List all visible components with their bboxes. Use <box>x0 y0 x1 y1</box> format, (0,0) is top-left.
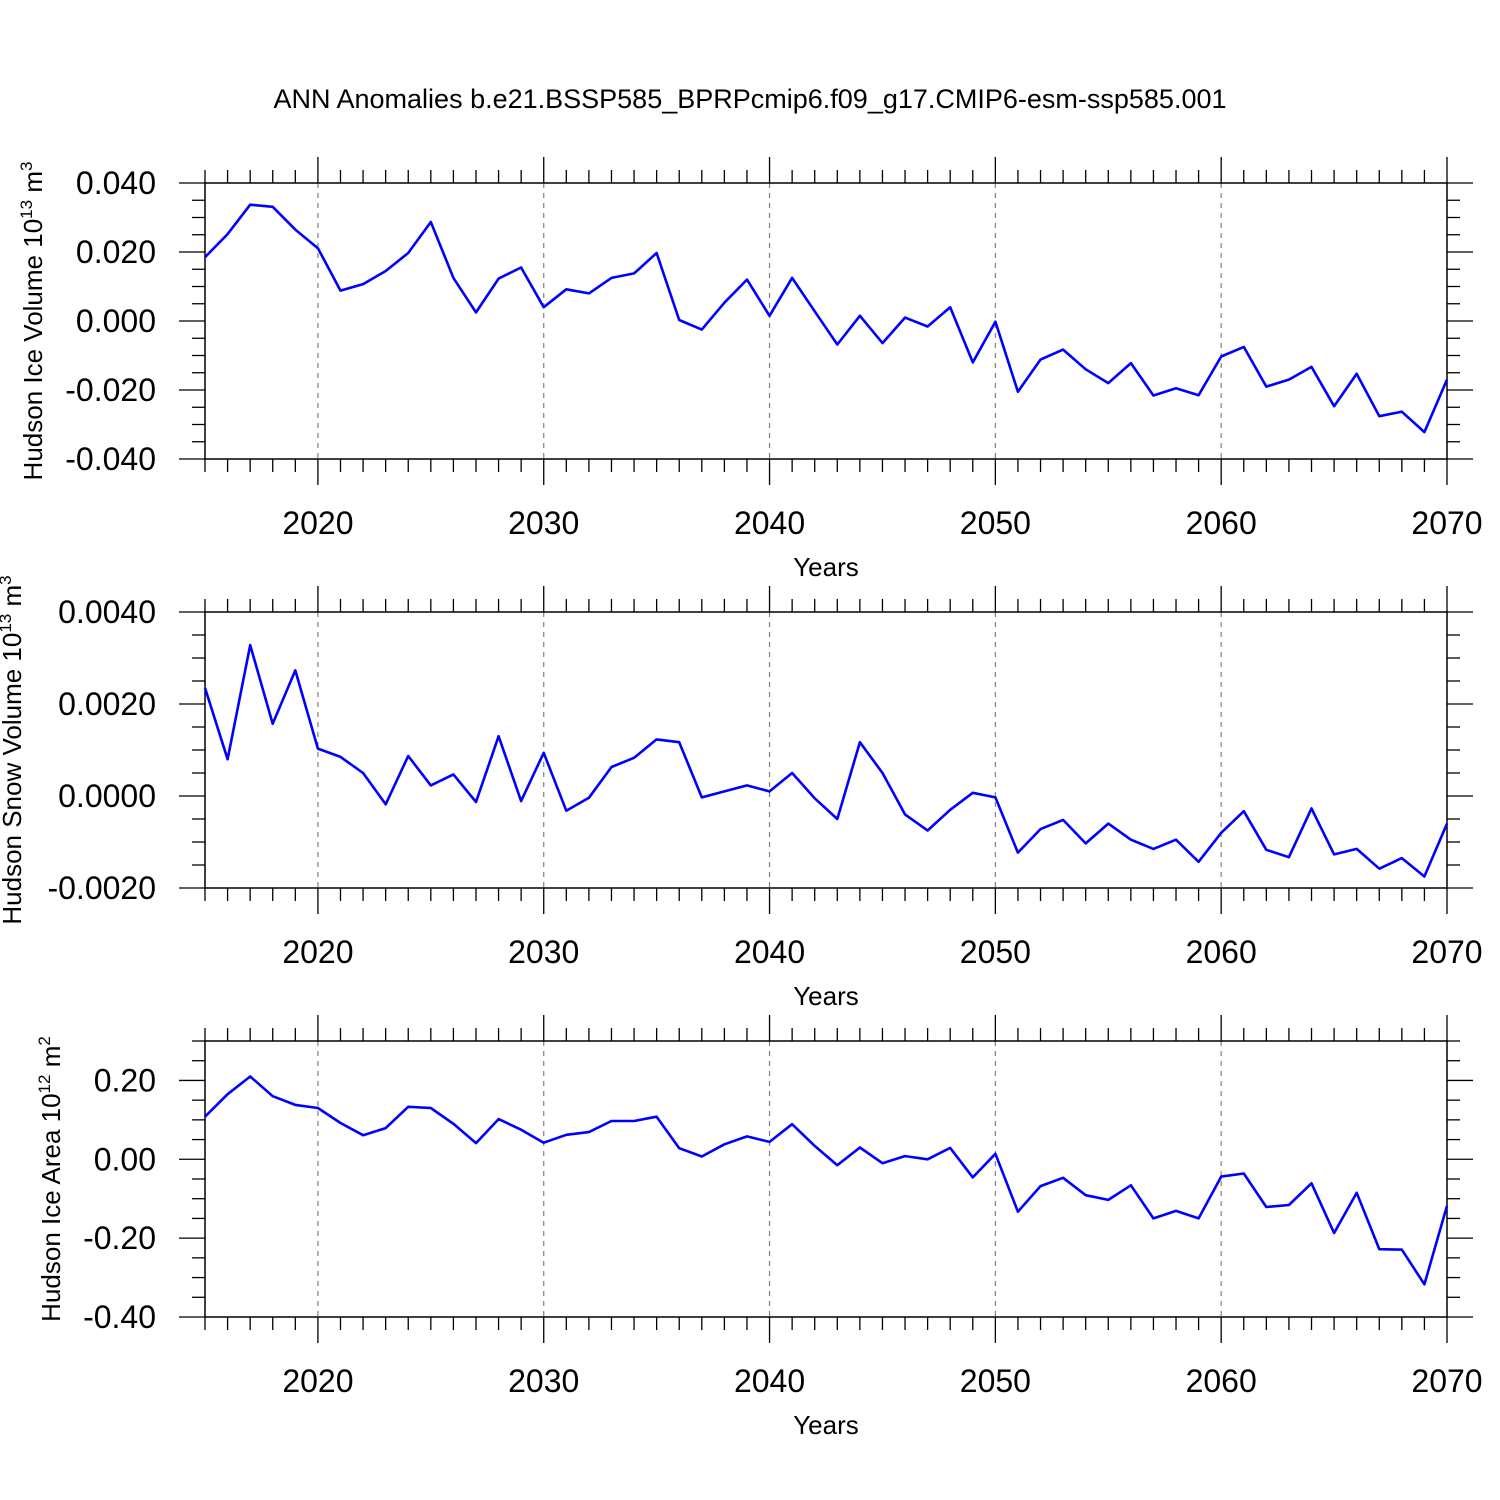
y-tick-label: -0.20 <box>83 1220 156 1256</box>
y-axis-label: Hudson Ice Volume 1013 m3 <box>17 162 48 481</box>
y-tick-label: -0.0020 <box>47 870 156 906</box>
y-tick-label: 0.0020 <box>58 686 156 722</box>
y-tick-label: 0.00 <box>94 1141 156 1177</box>
x-tick-label: 2020 <box>282 934 353 970</box>
x-tick-label: 2040 <box>734 934 805 970</box>
y-axis-label: Hudson Snow Volume 1013 m3 <box>0 575 27 924</box>
x-tick-label: 2050 <box>960 934 1031 970</box>
x-axis-label: Years <box>793 552 859 582</box>
x-tick-label: 2050 <box>960 505 1031 541</box>
y-tick-label: -0.40 <box>83 1299 156 1335</box>
y-tick-label: 0.20 <box>94 1062 156 1098</box>
x-tick-label: 2020 <box>282 1363 353 1399</box>
x-tick-label: 2070 <box>1411 505 1482 541</box>
series-line <box>204 1075 1449 1286</box>
x-tick-label: 2060 <box>1186 505 1257 541</box>
panel-3: -0.40 -0.20 0.00 0.20 2020 2030 2040 2050 2060 20… <box>35 1015 1483 1440</box>
series-line <box>203 643 1449 878</box>
series-line <box>204 203 1449 434</box>
x-tick-label: 2030 <box>508 505 579 541</box>
plot-frame <box>204 1040 1448 1318</box>
figure-title: ANN Anomalies b.e21.BSSP585_BPRPcmip6.f0… <box>273 84 1227 114</box>
y-tick-label: -0.020 <box>65 372 156 408</box>
x-tick-label: 2060 <box>1186 934 1257 970</box>
panel-2: -0.0020 0.0000 0.0020 0.0040 2020 2030 2040 205… <box>0 575 1483 1011</box>
x-tick-label: 2040 <box>734 505 805 541</box>
panel-1: -0.040 -0.020 0.000 0.020 0.040 2020 2030 2040 2… <box>17 157 1483 582</box>
y-tick-label: 0.0000 <box>58 778 156 814</box>
x-tick-label: 2030 <box>508 1363 579 1399</box>
x-axis-label: Years <box>793 1410 859 1440</box>
y-tick-label: 0.040 <box>76 165 156 201</box>
x-tick-label: 2040 <box>734 1363 805 1399</box>
plot-frame <box>204 611 1448 889</box>
y-tick-label: 0.0040 <box>58 594 156 630</box>
y-axis-label: Hudson Ice Area 1012 m2 <box>35 1036 66 1322</box>
x-tick-label: 2070 <box>1411 934 1482 970</box>
x-tick-label: 2050 <box>960 1363 1031 1399</box>
y-tick-label: 0.000 <box>76 303 156 339</box>
plot-frame <box>204 182 1448 460</box>
x-axis-label: Years <box>793 981 859 1011</box>
x-tick-label: 2070 <box>1411 1363 1482 1399</box>
y-tick-label: -0.040 <box>65 441 156 477</box>
x-tick-label: 2030 <box>508 934 579 970</box>
x-tick-label: 2060 <box>1186 1363 1257 1399</box>
x-tick-label: 2020 <box>282 505 353 541</box>
y-tick-label: 0.020 <box>76 234 156 270</box>
